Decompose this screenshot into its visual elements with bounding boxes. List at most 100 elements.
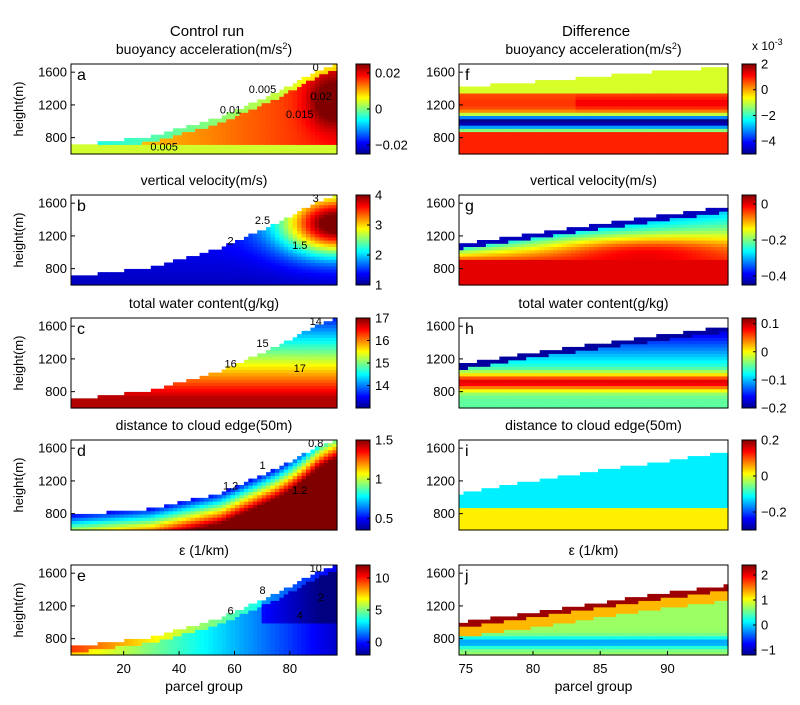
heatmap-cell xyxy=(660,144,666,149)
heatmap-cell xyxy=(319,334,325,338)
heatmap-cell xyxy=(651,275,657,280)
heatmap-cell xyxy=(593,115,599,120)
heatmap-cell xyxy=(589,275,595,280)
heatmap-cell xyxy=(319,382,325,387)
panel-letter: c xyxy=(77,321,85,338)
heatmap-cell xyxy=(548,268,554,273)
heatmap-cell xyxy=(266,246,272,251)
heatmap-cell xyxy=(79,401,85,406)
heatmap-cell xyxy=(597,236,604,241)
heatmap-cell xyxy=(190,134,196,139)
heatmap-cell xyxy=(150,395,156,399)
heatmap-cell xyxy=(128,401,134,406)
heatmap-cell xyxy=(319,366,325,371)
heatmap-cell xyxy=(319,340,325,345)
heatmap-cell xyxy=(261,385,267,390)
heatmap-cell xyxy=(714,73,720,78)
heatmap-cell xyxy=(638,275,644,280)
heatmap-cell xyxy=(584,268,590,273)
heatmap-cell xyxy=(575,281,581,286)
heatmap-cell xyxy=(159,147,165,152)
heatmap-cell xyxy=(665,89,671,94)
heatmap-cell xyxy=(597,76,604,81)
heatmap-cell xyxy=(615,272,621,276)
heatmap-cell xyxy=(669,259,675,264)
heatmap-cell xyxy=(669,121,675,126)
heatmap-cell xyxy=(208,375,214,380)
heatmap-cell xyxy=(530,150,536,155)
heatmap-cell xyxy=(301,134,307,139)
heatmap-cell xyxy=(217,375,223,380)
heatmap-cell xyxy=(535,268,541,273)
heatmap-cell xyxy=(633,76,639,81)
heatmap-cell xyxy=(292,350,298,354)
heatmap-cell xyxy=(288,385,294,390)
heatmap-cell xyxy=(512,128,518,133)
heatmap-cell xyxy=(476,125,483,129)
heatmap-cell xyxy=(199,252,205,257)
heatmap-cell xyxy=(314,385,320,390)
heatmap-cell xyxy=(217,118,223,123)
panel-title: buoyancy acceleration(m/s2) xyxy=(505,41,681,57)
heatmap-cell xyxy=(485,249,491,254)
heatmap-cell xyxy=(297,144,303,149)
heatmap-cell xyxy=(615,112,621,117)
heatmap-cell xyxy=(512,99,518,104)
heatmap-cell xyxy=(190,150,196,155)
heatmap-cell xyxy=(297,147,303,152)
heatmap-cell xyxy=(319,125,325,129)
heatmap-cell xyxy=(615,118,621,123)
heatmap-cell xyxy=(692,137,698,142)
heatmap-cell xyxy=(719,230,725,235)
heatmap-cell xyxy=(239,109,245,113)
heatmap-cell xyxy=(606,144,613,149)
heatmap-cell xyxy=(310,99,316,104)
heatmap-cell xyxy=(266,350,272,354)
heatmap-cell xyxy=(257,233,263,238)
heatmap-cell xyxy=(665,272,671,276)
heatmap-cell xyxy=(195,134,201,139)
heatmap-cell xyxy=(669,96,675,100)
heatmap-cell xyxy=(656,128,662,133)
heatmap-cell xyxy=(719,99,725,104)
heatmap-cell xyxy=(314,334,320,338)
heatmap-cell xyxy=(168,385,174,390)
heatmap-cell xyxy=(288,217,294,222)
heatmap-cell xyxy=(301,334,307,338)
heatmap-cell xyxy=(141,281,147,286)
heatmap-cell xyxy=(485,102,491,107)
heatmap-cell xyxy=(683,118,689,123)
heatmap-cell xyxy=(243,131,249,136)
heatmap-cell xyxy=(494,372,500,377)
heatmap-cell xyxy=(548,249,554,254)
heatmap-cell xyxy=(177,404,183,409)
heatmap-cell xyxy=(270,105,276,110)
heatmap-cell xyxy=(467,252,474,257)
heatmap-cell xyxy=(633,265,639,270)
heatmap-cell xyxy=(719,131,725,136)
heatmap-cell xyxy=(651,128,657,133)
heatmap-cell xyxy=(221,115,227,120)
heatmap-cell xyxy=(503,278,509,283)
heatmap-cell xyxy=(602,121,608,126)
heatmap-cell xyxy=(314,340,320,345)
heatmap-cell xyxy=(261,369,267,374)
heatmap-cell xyxy=(597,83,604,88)
heatmap-cell xyxy=(710,144,716,149)
heatmap-cell xyxy=(683,115,689,120)
heatmap-cell xyxy=(243,112,249,117)
heatmap-cell xyxy=(102,147,108,152)
heatmap-cell xyxy=(723,115,729,120)
heatmap-cell xyxy=(580,86,586,91)
heatmap-cell xyxy=(687,252,693,257)
heatmap-cell xyxy=(624,131,630,136)
heatmap-cell xyxy=(687,227,693,231)
heatmap-cell xyxy=(620,230,626,235)
heatmap-cell xyxy=(270,240,276,244)
heatmap-cell xyxy=(710,243,716,248)
panel-title: total water content(g/kg) xyxy=(129,295,279,311)
heatmap-cell xyxy=(217,281,223,286)
heatmap-cell xyxy=(288,375,294,380)
heatmap-cell xyxy=(319,118,325,123)
heatmap-cell xyxy=(270,366,276,371)
